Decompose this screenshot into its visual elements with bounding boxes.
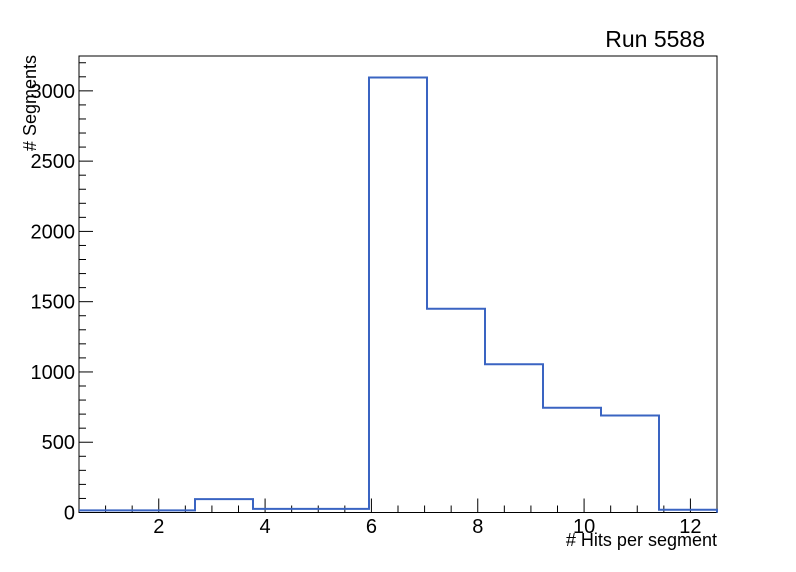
plot-title: Run 5588 (605, 26, 705, 52)
y-tick-label: 3000 (31, 81, 76, 103)
y-tick-label: 2500 (31, 151, 76, 173)
y-tick-label: 1000 (31, 362, 76, 384)
x-tick-label: 12 (679, 516, 701, 538)
y-tick-label: 2000 (31, 221, 76, 243)
x-tick-label: 10 (573, 516, 595, 538)
y-tick-label: 0 (64, 503, 75, 525)
x-tick-label: 4 (260, 516, 271, 538)
y-tick-label: 500 (42, 432, 75, 454)
y-tick-label: 1500 (31, 292, 76, 314)
x-axis-title: # Hits per segment (565, 530, 717, 550)
x-tick-label: 8 (472, 516, 483, 538)
plot-frame (78, 55, 718, 513)
x-tick-label: 2 (153, 516, 164, 538)
x-tick-label: 6 (366, 516, 377, 538)
histogram-line (79, 76, 718, 513)
